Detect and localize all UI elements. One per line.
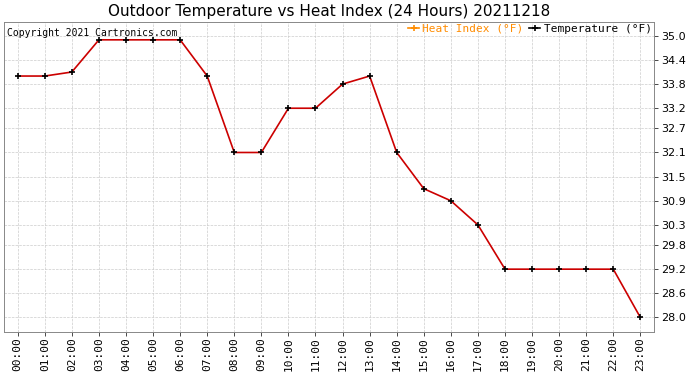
Legend: Heat Index (°F), Temperature (°F): Heat Index (°F), Temperature (°F): [408, 24, 651, 34]
Title: Outdoor Temperature vs Heat Index (24 Hours) 20211218: Outdoor Temperature vs Heat Index (24 Ho…: [108, 4, 550, 19]
Text: Copyright 2021 Cartronics.com: Copyright 2021 Cartronics.com: [8, 28, 178, 38]
